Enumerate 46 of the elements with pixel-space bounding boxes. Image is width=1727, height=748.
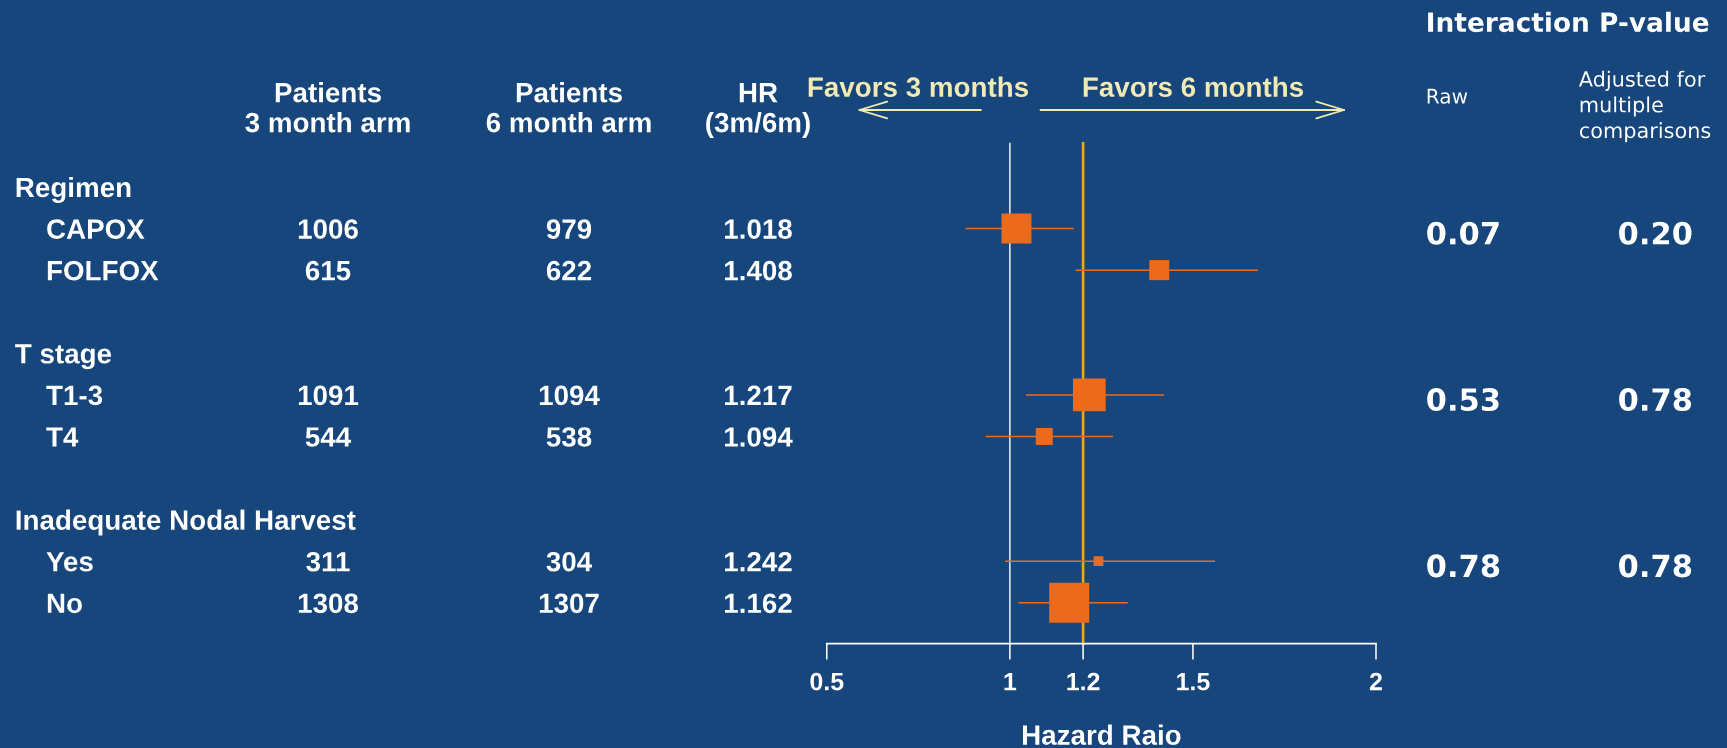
text: Favors 3 months — [808, 76, 1029, 97]
text: 1094 — [539, 385, 600, 406]
text: CAPOX — [47, 219, 145, 239]
text: No — [47, 593, 82, 614]
text: 1006 — [298, 219, 358, 239]
text: Regimen — [16, 176, 131, 203]
text: FOLFOX — [47, 260, 159, 281]
text: Adjusted for multiple comparisons — [1578, 70, 1711, 143]
text: 0.53 — [1427, 387, 1499, 412]
text: Yes — [46, 552, 93, 572]
x-axis-title: Hazard Raio — [1022, 724, 1181, 745]
text: Raw — [1427, 88, 1468, 104]
text: 1308 — [298, 593, 359, 614]
x-tick-label: 2 — [1369, 672, 1382, 691]
text: 0.78 — [1619, 554, 1692, 578]
text: 311 — [306, 551, 350, 572]
x-tick-label: 0.5 — [810, 672, 844, 691]
text: 615 — [305, 260, 351, 281]
text: T4 — [46, 427, 79, 447]
text: T stage — [15, 344, 112, 370]
x-tick-label: 1.5 — [1177, 672, 1210, 691]
text: 0.20 — [1619, 221, 1692, 245]
x-tick-label: 1.2 — [1067, 672, 1100, 691]
text: 1307 — [539, 593, 599, 614]
text: Patients 3 month arm — [245, 82, 410, 133]
data-label: 1.162 — [725, 593, 792, 614]
text: T1-3 — [46, 385, 103, 406]
data-label: 1.094 — [725, 427, 793, 447]
data-label: 1.242 — [725, 551, 792, 572]
text: Favors 6 months — [1083, 76, 1304, 97]
text: Patients 6 month arm — [486, 82, 651, 133]
text: 544 — [305, 427, 352, 447]
x-tick-label: 1 — [1004, 672, 1017, 691]
data-label: 1.018 — [725, 219, 792, 239]
text: Inadequate Nodal Harvest — [16, 509, 356, 536]
data-label: 1.408 — [725, 260, 792, 281]
text: 0.78 — [1619, 387, 1692, 412]
text: 304 — [546, 551, 593, 572]
data-label: 1.217 — [725, 385, 792, 405]
text: 0.07 — [1427, 221, 1499, 245]
text: 979 — [546, 219, 592, 239]
text: 0.78 — [1427, 554, 1500, 578]
text: 538 — [546, 427, 592, 447]
text: Interaction P-value — [1428, 11, 1709, 33]
text: 622 — [546, 260, 592, 281]
text: 1091 — [298, 385, 359, 406]
